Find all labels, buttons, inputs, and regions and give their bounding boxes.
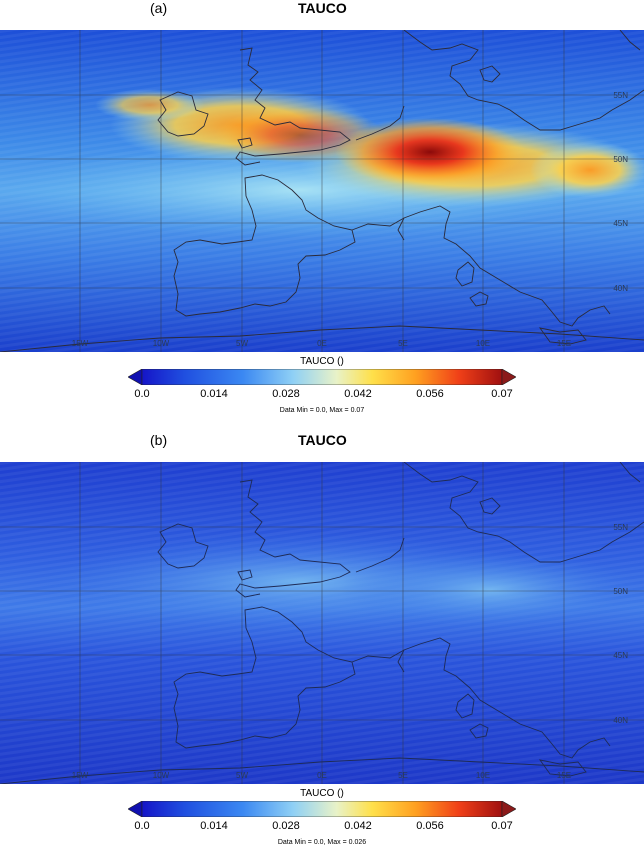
panel-label: (a) bbox=[150, 0, 168, 16]
colorbar-tick: 0.042 bbox=[344, 388, 372, 400]
colorbar-tick: 0.042 bbox=[344, 820, 372, 832]
map-a: 55N 50N 45N 40N 15W 10W 5W 0E 5E 10E 15E bbox=[0, 30, 644, 352]
data-range-text: Data Min = 0.0, Max = 0.026 bbox=[277, 839, 367, 846]
lat-label: 40N bbox=[613, 284, 628, 293]
lon-label: 5E bbox=[398, 771, 408, 780]
lon-label: 0E bbox=[317, 339, 327, 348]
colorbar-tick: 0.0 bbox=[134, 388, 150, 400]
lon-label: 10W bbox=[153, 771, 170, 780]
lat-label: 55N bbox=[613, 91, 628, 100]
lon-label: 5E bbox=[398, 339, 408, 348]
lat-label: 40N bbox=[613, 716, 628, 725]
lat-label: 50N bbox=[613, 587, 628, 596]
colorbar-tick: 0.014 bbox=[200, 388, 228, 400]
lon-label: 5W bbox=[236, 771, 248, 780]
map-b: 55N 50N 45N 40N 15W 10W 5W 0E 5E 10E 15E bbox=[0, 462, 644, 784]
lon-label: 5W bbox=[236, 339, 248, 348]
panel-title: TAUCO bbox=[298, 0, 347, 16]
colorbar-tick: 0.056 bbox=[416, 388, 444, 400]
colorbar-under-arrow bbox=[128, 369, 143, 385]
lon-label: 15W bbox=[72, 339, 89, 348]
colorbar-tick: 0.014 bbox=[200, 820, 228, 832]
lon-label: 0E bbox=[317, 771, 327, 780]
data-range-text: Data Min = 0.0, Max = 0.07 bbox=[279, 407, 365, 414]
lat-label: 55N bbox=[613, 523, 628, 532]
panel-title: TAUCO bbox=[298, 432, 347, 448]
panel-a: (a) TAUCO bbox=[0, 0, 644, 420]
colorbar-tick: 0.028 bbox=[272, 820, 300, 832]
lon-label: 10E bbox=[476, 339, 490, 348]
lon-label: 10E bbox=[476, 771, 490, 780]
lon-label: 15E bbox=[557, 771, 571, 780]
lat-label: 45N bbox=[613, 651, 628, 660]
colorbar-title: TAUCO () bbox=[300, 788, 344, 799]
panel-label: (b) bbox=[150, 432, 168, 448]
colorbar-tick: 0.0 bbox=[134, 820, 150, 832]
colorbar-over-arrow bbox=[501, 801, 516, 817]
colorbar-tick: 0.028 bbox=[272, 388, 300, 400]
colorbar-tick: 0.07 bbox=[491, 388, 513, 400]
colorbar-over-arrow bbox=[501, 369, 516, 385]
lat-label: 50N bbox=[613, 155, 628, 164]
colorbar-under-arrow bbox=[128, 801, 143, 817]
colorbar-tick: 0.07 bbox=[491, 820, 513, 832]
colorbar-tick: 0.056 bbox=[416, 820, 444, 832]
lat-label: 45N bbox=[613, 219, 628, 228]
colorbar-title: TAUCO () bbox=[300, 356, 344, 367]
lon-label: 10W bbox=[153, 339, 170, 348]
colorbar bbox=[128, 369, 516, 385]
lon-label: 15E bbox=[557, 339, 571, 348]
colorbar bbox=[128, 801, 516, 817]
lon-label: 15W bbox=[72, 771, 89, 780]
panel-b: (b) TAUCO bbox=[0, 432, 644, 850]
